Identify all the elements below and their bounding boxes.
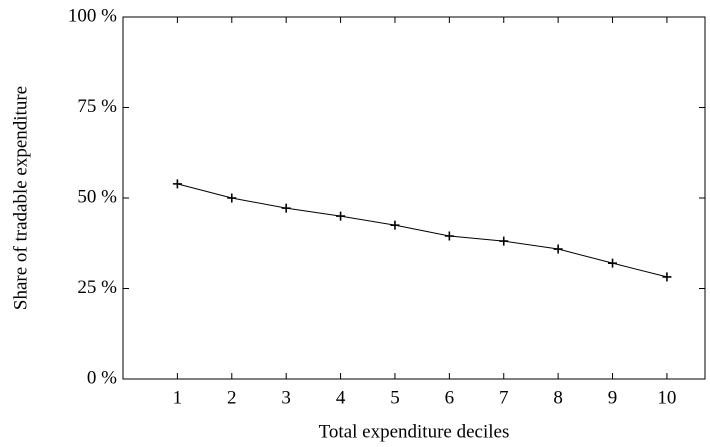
series-line [177, 183, 668, 278]
x-tick-label: 3 [281, 387, 291, 408]
x-tick-label: 10 [657, 387, 676, 408]
marker [390, 220, 400, 230]
marker [227, 193, 237, 203]
marker [281, 203, 291, 213]
x-axis-label: Total expenditure deciles [319, 421, 510, 442]
plot-frame [122, 16, 706, 380]
y-tick-label: 75 % [77, 96, 117, 117]
x-tick-label: 6 [445, 387, 455, 408]
y-axis-label: Share of tradable expenditure [10, 86, 31, 310]
marker [444, 231, 454, 241]
y-tick-label: 100 % [68, 5, 117, 26]
x-tick-label: 9 [608, 387, 618, 408]
y-tick-label: 50 % [77, 186, 117, 207]
marker [172, 179, 182, 189]
x-tick-label: 4 [336, 387, 346, 408]
y-tick-label: 0 % [87, 367, 117, 388]
x-tick-label: 8 [553, 387, 563, 408]
x-tick-label: 2 [227, 387, 237, 408]
x-tick-label: 1 [173, 387, 183, 408]
marker [662, 272, 672, 282]
marker [553, 244, 563, 254]
y-tick-label: 25 % [77, 277, 117, 298]
marker [499, 236, 509, 246]
marker [336, 211, 346, 221]
x-tick-label: 5 [390, 387, 400, 408]
marker [608, 258, 618, 268]
x-tick-label: 7 [499, 387, 509, 408]
